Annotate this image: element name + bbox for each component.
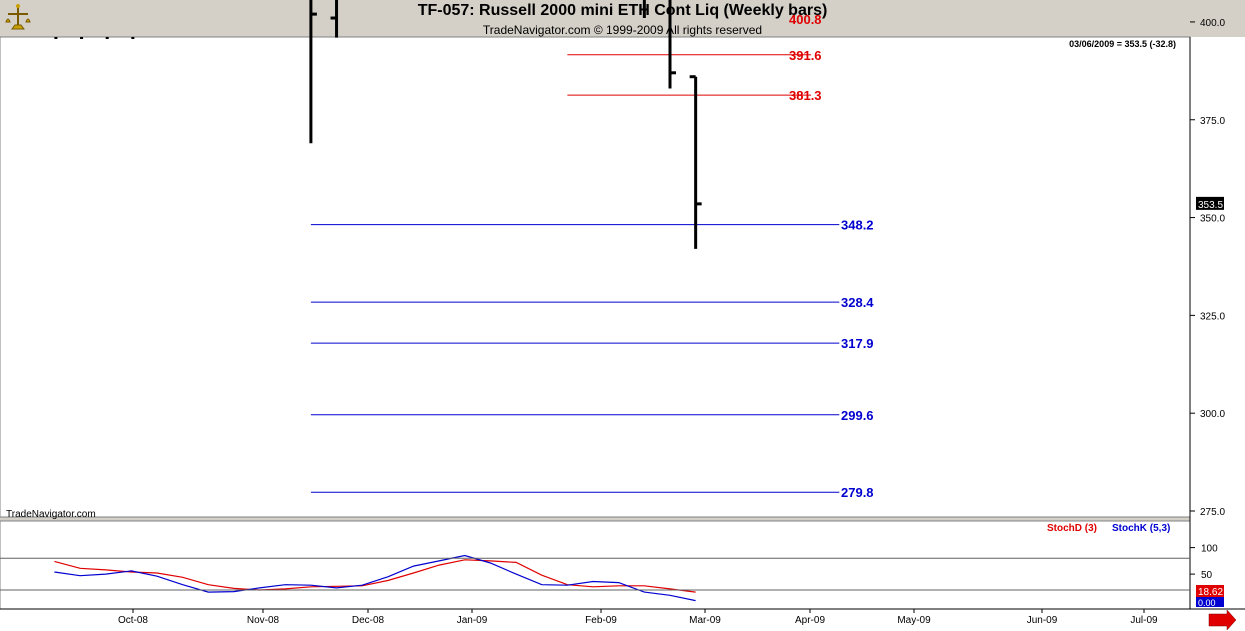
time-axis xyxy=(0,609,1245,631)
ohlc-bar xyxy=(642,0,646,19)
price-tick-label: 275.0 xyxy=(1200,507,1225,518)
price-tick-label: 375.0 xyxy=(1200,116,1225,127)
ohlc-bar xyxy=(668,0,676,89)
watermark-text: TradeNavigator.com xyxy=(6,509,96,520)
stochastic-axis: 50 100 18.620.00 xyxy=(0,544,1224,608)
tradenavigator-logo-icon xyxy=(4,2,32,32)
price-bars xyxy=(54,0,702,249)
stochd-line xyxy=(54,559,696,593)
price-axis: 275.0300.0325.0350.0375.0400.0425.0450.0… xyxy=(1190,18,1225,518)
level-label: 348.2 xyxy=(841,218,874,233)
ohlc-bar xyxy=(330,0,339,38)
date-tick-label: Feb-09 xyxy=(585,615,617,626)
legend-stochd: StochD (3) xyxy=(1047,523,1097,534)
last-price-readout: 03/06/2009 = 353.5 (-32.8) xyxy=(1069,39,1176,49)
level-label: 391.6 xyxy=(789,48,822,63)
stochd-value-label: 18.62 xyxy=(1198,587,1223,598)
level-label: 317.9 xyxy=(841,336,874,351)
date-tick-label: Jun-09 xyxy=(1027,615,1058,626)
current-price-box xyxy=(1196,196,1224,210)
price-panel[interactable] xyxy=(0,36,1191,518)
stoch-tick-label: 100 xyxy=(1201,544,1218,555)
date-tick-label: Jan-09 xyxy=(457,615,488,626)
date-tick-label: Jul-09 xyxy=(1130,615,1158,626)
price-axis-panel xyxy=(1190,37,1245,609)
date-tick-label: Nov-08 xyxy=(247,615,280,626)
chart-title: TF-057: Russell 2000 mini ETH Cont Liq (… xyxy=(417,2,828,19)
level-label: 400.8 xyxy=(789,12,822,27)
copyright-text: TradeNavigator.com © 1999-2009 All right… xyxy=(482,23,763,37)
date-tick-label: Oct-08 xyxy=(118,615,148,626)
date-tick-label: May-09 xyxy=(897,615,931,626)
fibonacci-levels: 440.1420.4408.1400.8391.6381.3348.2328.4… xyxy=(310,12,874,500)
stochastic-panel[interactable] xyxy=(0,520,1191,610)
stochk-value-label: 0.00 xyxy=(1198,598,1216,608)
level-label: 279.8 xyxy=(841,485,874,500)
date-tick-label: Apr-09 xyxy=(795,615,825,626)
level-label: 381.3 xyxy=(789,88,822,103)
stochk-line xyxy=(54,554,696,602)
stoch-tick-label: 50 xyxy=(1201,570,1213,581)
price-tick-label: 350.0 xyxy=(1200,214,1225,225)
stochk-value-box xyxy=(1196,597,1224,607)
current-price-label: 353.5 xyxy=(1198,200,1223,211)
price-tick-label: 325.0 xyxy=(1200,311,1225,322)
date-tick-label: Mar-09 xyxy=(689,615,721,626)
stochd-value-box xyxy=(1196,585,1224,597)
date-axis-labels: Oct-08 Nov-08 Dec-08 Jan-09 Feb-09 Mar-09 Apr-… xyxy=(118,609,1158,626)
level-label: 328.4 xyxy=(841,295,874,310)
stochastic-lines: StochD (3) StochK (5,3) xyxy=(54,523,1170,602)
price-tick-label: 300.0 xyxy=(1200,409,1225,420)
scroll-right-arrow-icon[interactable] xyxy=(1208,609,1237,631)
date-tick-label: Dec-08 xyxy=(352,615,385,626)
ohlc-bar xyxy=(309,0,317,144)
ohlc-bar xyxy=(689,75,702,249)
level-label: 299.6 xyxy=(841,408,874,423)
legend-stochk: StochK (5,3) xyxy=(1112,523,1170,534)
price-tick-label: 400.0 xyxy=(1200,18,1225,29)
